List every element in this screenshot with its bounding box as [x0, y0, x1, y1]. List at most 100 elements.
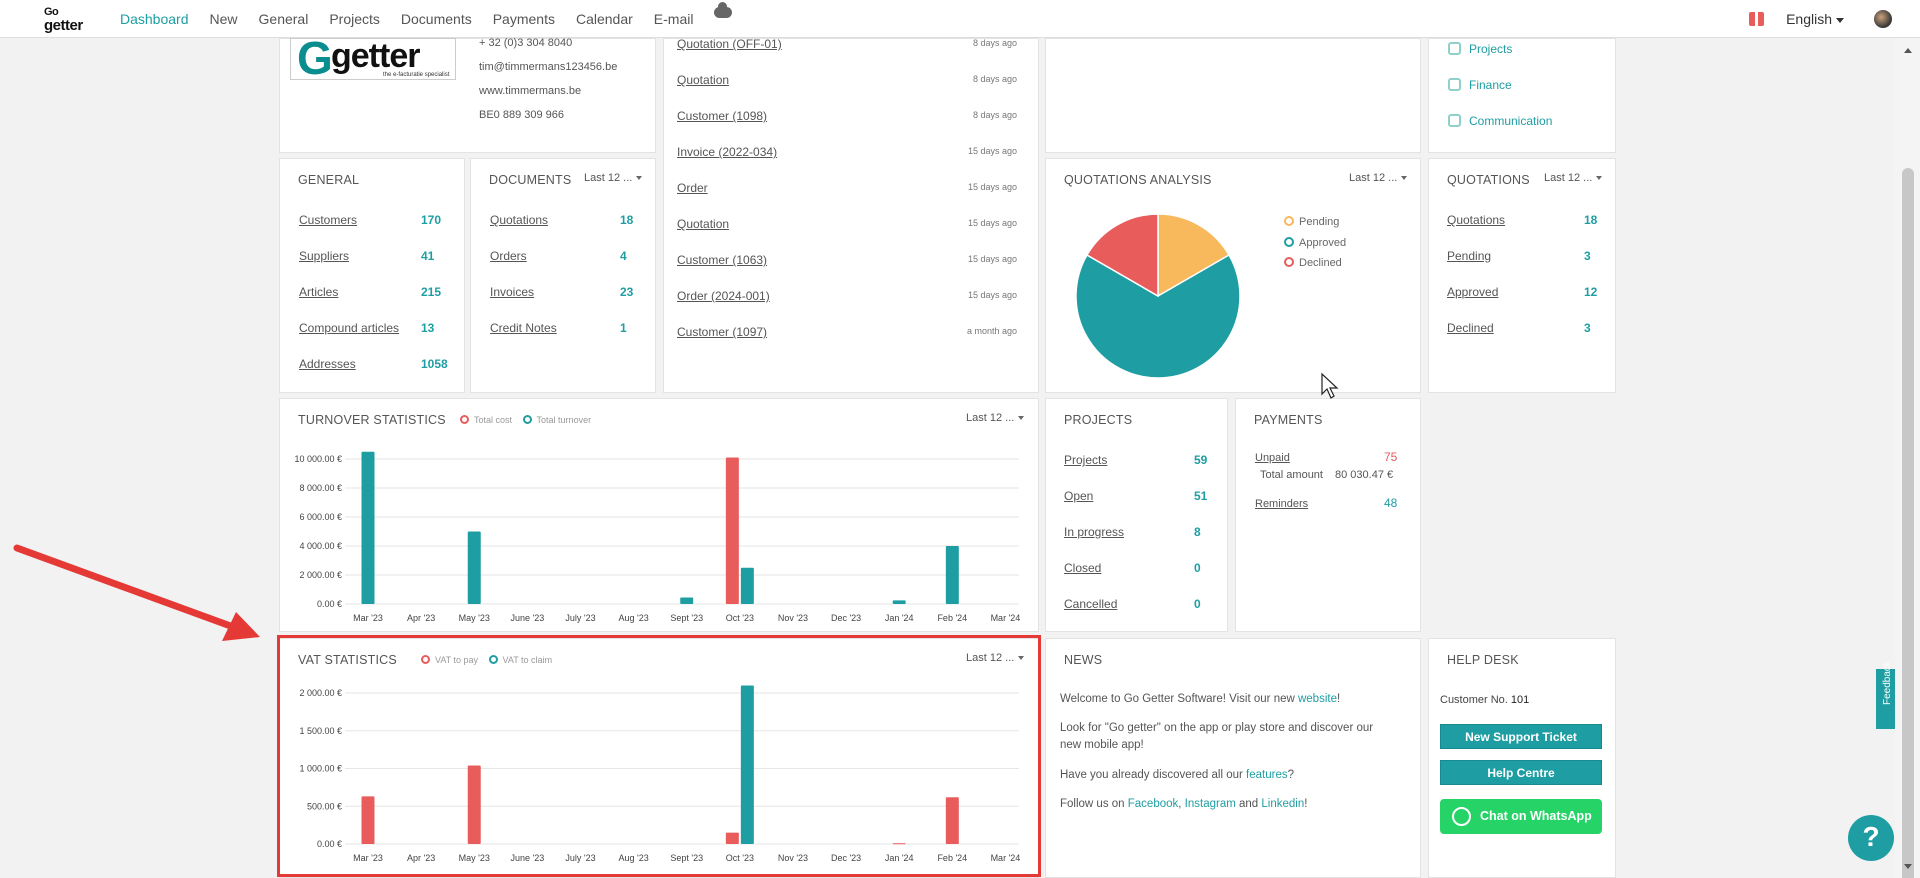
- quotations-row: Approved 12: [1447, 285, 1597, 299]
- cloud-icon[interactable]: [714, 1, 733, 18]
- vat-x-tick: Mar '24: [991, 853, 1021, 863]
- documents-quotations-link[interactable]: Quotations: [490, 213, 549, 227]
- documents-period-select[interactable]: Last 12 ...: [584, 172, 643, 184]
- pie-slice-pending[interactable]: [1157, 213, 1231, 298]
- scroll-thumb[interactable]: [1902, 168, 1914, 878]
- general-suppliers-link[interactable]: Suppliers: [299, 249, 350, 263]
- activity-link[interactable]: Customer (1063): [677, 253, 768, 267]
- company-website: www.timmermans.be: [479, 85, 582, 97]
- general-title: GENERAL: [298, 173, 360, 187]
- activity-item: Quotation (OFF-01) 8 days ago: [677, 37, 1017, 51]
- general-articles-link[interactable]: Articles: [299, 285, 339, 299]
- activity-link[interactable]: Customer (1097): [677, 325, 768, 339]
- help-centre-button[interactable]: Help Centre: [1440, 760, 1602, 785]
- documents-row: Credit Notes 1: [490, 321, 627, 335]
- vat-bar-vat-to-pay[interactable]: [361, 796, 375, 844]
- turnover-bar-total-turnover[interactable]: [945, 546, 959, 604]
- vat-bar-vat-to-claim[interactable]: [740, 685, 754, 844]
- reminders-link[interactable]: Reminders: [1255, 498, 1309, 510]
- general-addresses-link[interactable]: Addresses: [299, 357, 356, 371]
- activity-link[interactable]: Invoice (2022-034): [677, 145, 778, 159]
- nav-new[interactable]: New: [209, 10, 238, 27]
- nav-email[interactable]: E-mail: [653, 10, 694, 27]
- general-customers-link[interactable]: Customers: [299, 213, 358, 227]
- turnover-bar-total-turnover[interactable]: [892, 600, 906, 604]
- vat-period-select[interactable]: Last 12 ...: [966, 652, 1025, 664]
- activity-link[interactable]: Quotation: [677, 217, 730, 231]
- nav-calendar[interactable]: Calendar: [575, 10, 633, 27]
- page-scrollbar[interactable]: [1895, 38, 1920, 878]
- activity-item: Invoice (2022-034) 15 days ago: [677, 145, 1017, 159]
- vat-bar-vat-to-pay[interactable]: [945, 797, 959, 844]
- vat-bar-vat-to-pay[interactable]: [892, 843, 906, 845]
- documents-invoices-link[interactable]: Invoices: [490, 285, 535, 299]
- activity-link[interactable]: Customer (1098): [677, 109, 768, 123]
- vat-title: VAT STATISTICS: [298, 653, 397, 667]
- pie-slice-approved[interactable]: [1075, 253, 1241, 379]
- projects-in-progress-link[interactable]: In progress: [1064, 525, 1125, 539]
- module-finance-link[interactable]: Finance: [1469, 78, 1512, 92]
- projects-closed-link[interactable]: Closed: [1064, 561, 1102, 575]
- turnover-bar-total-turnover[interactable]: [680, 597, 694, 604]
- turnover-bar-chart: 0.00 € 2 000.00 € 4 000.00 € 6 000.00 € 8 00…: [294, 451, 1020, 623]
- activity-link[interactable]: Order (2024-001): [677, 289, 770, 303]
- quotations-analysis-period-select[interactable]: Last 12 ...: [1349, 172, 1408, 184]
- activity-time: 15 days ago: [967, 182, 1017, 192]
- documents-card: DOCUMENTS Last 12 ...: [470, 158, 656, 393]
- help-button[interactable]: ?: [1848, 815, 1894, 861]
- quotations-declined-link[interactable]: Declined: [1447, 321, 1494, 335]
- nav-general[interactable]: General: [258, 10, 309, 27]
- turnover-period-select[interactable]: Last 12 ...: [966, 412, 1025, 424]
- quotations-pending-link[interactable]: Pending: [1447, 249, 1492, 263]
- features-link[interactable]: features: [1246, 769, 1288, 781]
- scroll-down-icon[interactable]: [1904, 864, 1912, 869]
- vat-bar-vat-to-pay[interactable]: [725, 832, 739, 844]
- quotations-value: 12: [1584, 285, 1598, 299]
- turnover-x-tick: July '23: [565, 613, 595, 623]
- turnover-x-tick: Sept '23: [670, 613, 703, 623]
- quotations-period-select[interactable]: Last 12 ...: [1544, 172, 1603, 184]
- documents-credit-notes-link[interactable]: Credit Notes: [490, 321, 557, 335]
- instagram-link[interactable]: Instagram: [1184, 798, 1236, 810]
- turnover-bar-total-turnover[interactable]: [740, 567, 754, 604]
- turnover-bar-total-turnover[interactable]: [467, 531, 481, 605]
- turnover-y-tick: 8 000.00 €: [299, 483, 342, 493]
- projects-row: Open 51: [1064, 489, 1207, 503]
- turnover-bar-total-turnover[interactable]: [361, 451, 375, 604]
- vat-y-tick: 500.00 €: [307, 801, 342, 811]
- activity-link[interactable]: Quotation: [677, 73, 730, 87]
- quotations-row: Declined 3: [1447, 321, 1591, 335]
- pie-slice-declined[interactable]: [1085, 213, 1159, 298]
- scroll-up-icon[interactable]: [1904, 48, 1912, 53]
- module-projects-link[interactable]: Projects: [1469, 42, 1513, 56]
- projects-open-link[interactable]: Open: [1064, 489, 1094, 503]
- nav-dashboard[interactable]: Dashboard: [120, 10, 189, 27]
- activity-link[interactable]: Quotation (OFF-01): [677, 37, 782, 51]
- quotations-approved-link[interactable]: Approved: [1447, 285, 1499, 299]
- module-communication-link[interactable]: Communication: [1469, 114, 1553, 128]
- linkedin-link[interactable]: Linkedin: [1261, 798, 1305, 810]
- gogetter-logo[interactable]: Go getter: [44, 5, 83, 34]
- turnover-bar-total-cost[interactable]: [725, 457, 739, 604]
- vat-bar-vat-to-pay[interactable]: [467, 765, 481, 844]
- user-avatar[interactable]: [1874, 10, 1892, 28]
- projects-cancelled-link[interactable]: Cancelled: [1064, 597, 1118, 611]
- unpaid-link[interactable]: Unpaid: [1255, 452, 1290, 464]
- new-support-ticket-button[interactable]: New Support Ticket: [1440, 724, 1602, 749]
- gift-icon[interactable]: [1749, 12, 1765, 26]
- projects-projects-link[interactable]: Projects: [1064, 453, 1108, 467]
- nav-projects[interactable]: Projects: [329, 10, 380, 27]
- activity-link[interactable]: Order: [677, 181, 708, 195]
- quotations-quotations-link[interactable]: Quotations: [1447, 213, 1506, 227]
- general-compound-articles-link[interactable]: Compound articles: [299, 321, 400, 335]
- website-link[interactable]: website: [1297, 693, 1337, 705]
- facebook-link[interactable]: Facebook: [1127, 798, 1179, 810]
- vat-x-tick: Dec '23: [831, 853, 861, 863]
- language-selector[interactable]: English: [1786, 11, 1844, 27]
- documents-orders-link[interactable]: Orders: [490, 249, 527, 263]
- declined-dot-icon: [1284, 257, 1294, 267]
- nav-documents[interactable]: Documents: [400, 10, 472, 27]
- chat-whatsapp-button[interactable]: Chat on WhatsApp: [1440, 799, 1602, 834]
- nav-payments[interactable]: Payments: [492, 10, 555, 27]
- vat-x-tick: Feb '24: [937, 853, 967, 863]
